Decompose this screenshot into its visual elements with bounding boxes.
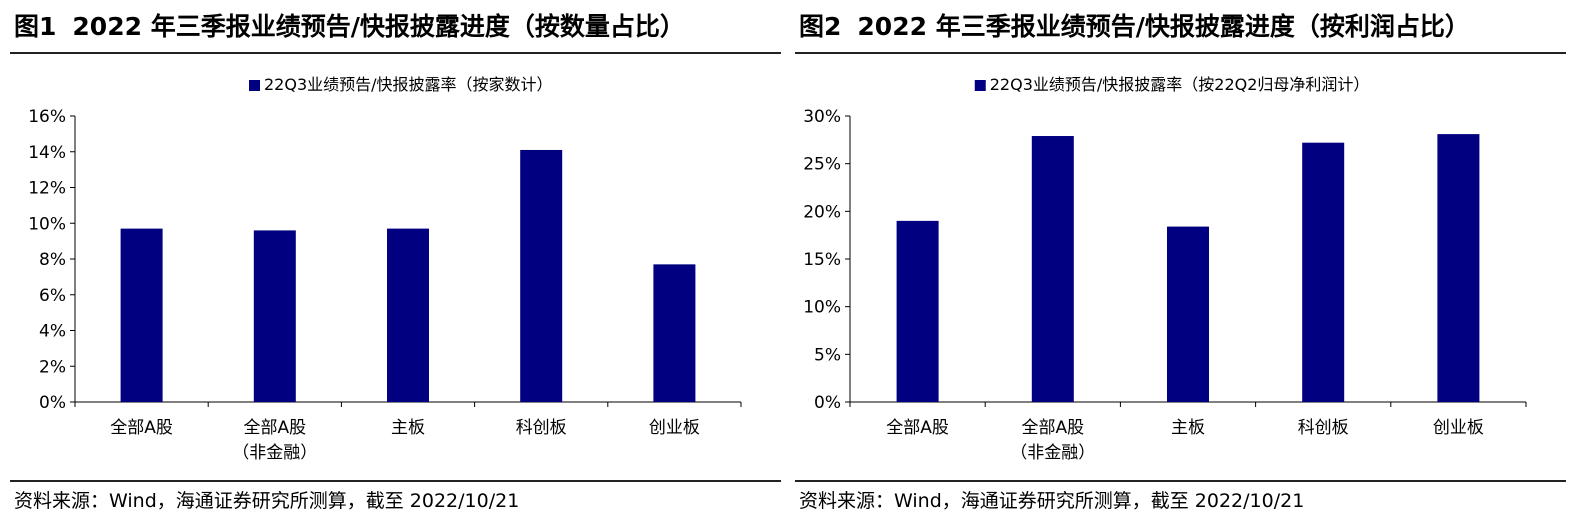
y-tick-label: 15% xyxy=(803,250,841,270)
bar xyxy=(896,220,939,402)
figure-number: 图1 xyxy=(14,12,57,41)
bar xyxy=(120,228,163,402)
bar-chart-profit-ratio: 22Q3业绩预告/快报披露率（按22Q2归母净利润计） 0% 5% 10% 15% 20%… xyxy=(803,75,1527,463)
y-tick-label: 6% xyxy=(39,286,66,306)
bar xyxy=(653,264,696,402)
x-tick-label: 创业板 xyxy=(1433,418,1484,438)
figure-panel-2: 图2 2022 年三季报业绩预告/快报披露进度（按利润占比） 22Q3业绩预告/快… xyxy=(795,0,1566,522)
source-note: 资料来源：Wind，海通证券研究所测算，截至 2022/10/21 xyxy=(795,480,1566,520)
y-tick-label: 2% xyxy=(39,357,66,377)
legend: 22Q3业绩预告/快报披露率（按22Q2归母净利润计） xyxy=(974,75,1370,94)
figure-title: 2022 年三季报业绩预告/快报披露进度（按数量占比） xyxy=(72,12,685,41)
bar xyxy=(1437,134,1480,402)
x-tick-label: （非金融） xyxy=(232,443,317,463)
x-tick-label: 全部A股 xyxy=(243,418,306,438)
y-tick-label: 0% xyxy=(814,393,841,413)
y-tick-label: 16% xyxy=(28,107,66,127)
legend: 22Q3业绩预告/快报披露率（按家数计） xyxy=(249,75,553,94)
y-tick-label: 5% xyxy=(814,345,841,365)
x-tick-label: 主板 xyxy=(1171,418,1205,438)
figure-title-bar: 图2 2022 年三季报业绩预告/快报披露进度（按利润占比） xyxy=(795,4,1566,54)
figure-panel-1: 图1 2022 年三季报业绩预告/快报披露进度（按数量占比） 22Q3业绩预告/快… xyxy=(10,0,781,522)
bar-chart-count-ratio: 22Q3业绩预告/快报披露率（按家数计） 0% 2% 4% 6% 8% 10% 12% 14% 1… xyxy=(28,75,742,463)
legend-label: 22Q3业绩预告/快报披露率（按22Q2归母净利润计） xyxy=(990,75,1370,94)
x-tick-label: 创业板 xyxy=(649,418,700,438)
bar xyxy=(1031,136,1074,402)
y-tick-label: 0% xyxy=(39,393,66,413)
y-tick-label: 10% xyxy=(28,214,66,234)
bar xyxy=(387,228,429,402)
y-tick-label: 30% xyxy=(803,107,841,127)
figure-title-bar: 图1 2022 年三季报业绩预告/快报披露进度（按数量占比） xyxy=(10,4,781,54)
x-tick-label: 科创板 xyxy=(516,418,567,438)
y-tick-label: 25% xyxy=(803,155,841,175)
x-tick-label: 全部A股 xyxy=(886,418,949,438)
legend-label: 22Q3业绩预告/快报披露率（按家数计） xyxy=(264,75,553,94)
y-tick-label: 20% xyxy=(803,202,841,222)
bar xyxy=(253,230,296,402)
x-tick-label: 科创板 xyxy=(1298,418,1349,438)
y-tick-label: 14% xyxy=(28,143,66,163)
legend-swatch xyxy=(249,80,260,91)
bar xyxy=(520,149,563,402)
x-tick-label: 全部A股 xyxy=(110,418,173,438)
source-note: 资料来源：Wind，海通证券研究所测算，截至 2022/10/21 xyxy=(10,480,781,520)
y-tick-label: 8% xyxy=(39,250,66,270)
figure-title: 2022 年三季报业绩预告/快报披露进度（按利润占比） xyxy=(857,12,1470,41)
legend-swatch xyxy=(974,80,986,91)
y-tick-label: 12% xyxy=(28,179,66,199)
y-tick-label: 10% xyxy=(803,298,841,318)
figure-number: 图2 xyxy=(799,12,842,41)
x-tick-label: （非金融） xyxy=(1010,443,1095,463)
x-tick-label: 全部A股 xyxy=(1021,418,1084,438)
bar xyxy=(1167,226,1209,402)
y-tick-label: 4% xyxy=(39,322,66,342)
bar xyxy=(1302,142,1345,402)
x-tick-label: 主板 xyxy=(391,418,425,438)
